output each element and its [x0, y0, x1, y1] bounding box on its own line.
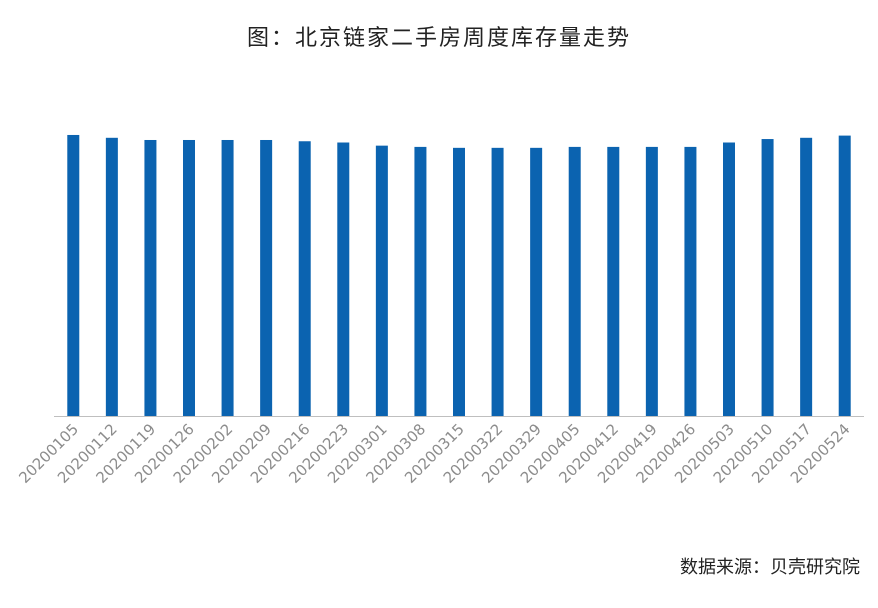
bar-20200503	[723, 142, 735, 416]
bar-20200301	[375, 145, 388, 416]
bar-20200510	[761, 139, 774, 417]
bar-20200426	[684, 146, 697, 416]
bar-20200329	[530, 147, 543, 416]
chart-title: 图：北京链家二手房周度库存量走势	[246, 26, 631, 51]
bar-20200112	[105, 137, 118, 417]
bar-20200202	[221, 139, 234, 417]
bar-20200105	[67, 134, 80, 416]
bar-20200405	[568, 146, 581, 416]
bar-20200524	[838, 135, 851, 416]
bar-20200517	[800, 137, 813, 417]
source-note: 数据来源：贝壳研究院	[680, 557, 860, 578]
bar-20200322	[491, 147, 504, 416]
bar-20200315	[453, 147, 465, 416]
x-tick-labels: 2020010520200112202001192020012620200202…	[15, 420, 853, 487]
bar-20200119	[144, 139, 157, 417]
bar-20200412	[607, 146, 620, 416]
bar-20200419	[645, 146, 658, 416]
bar-20200216	[298, 141, 311, 416]
bar-20200223	[337, 142, 350, 416]
bar-20200126	[183, 139, 195, 417]
bar-20200308	[414, 146, 427, 416]
bar-20200209	[260, 139, 273, 417]
bar-series	[67, 134, 851, 417]
